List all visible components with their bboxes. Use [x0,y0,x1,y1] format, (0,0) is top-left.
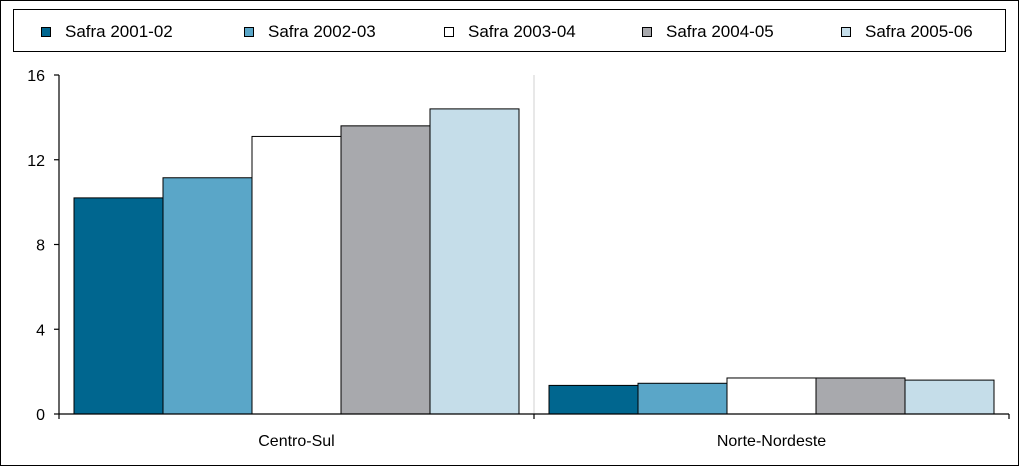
bar-3-1 [252,136,341,414]
bar-4-2 [816,378,905,414]
bar-5-1 [430,109,519,414]
bar-4-1 [341,126,430,414]
bar-1-2 [549,385,638,414]
bar-5-2 [905,380,994,414]
x-tick-label: Centro-Sul [258,433,334,450]
x-tick-label: Norte-Nordeste [717,433,826,450]
y-tick-label: 4 [36,322,45,339]
bar-2-1 [163,178,252,414]
bar-1-1 [74,198,163,414]
y-tick-label: 0 [36,407,45,424]
y-tick-label: 8 [36,238,45,255]
bar-2-2 [638,383,727,414]
y-tick-label: 12 [27,153,45,170]
bar-3-2 [727,378,816,414]
y-tick-label: 16 [27,68,45,85]
